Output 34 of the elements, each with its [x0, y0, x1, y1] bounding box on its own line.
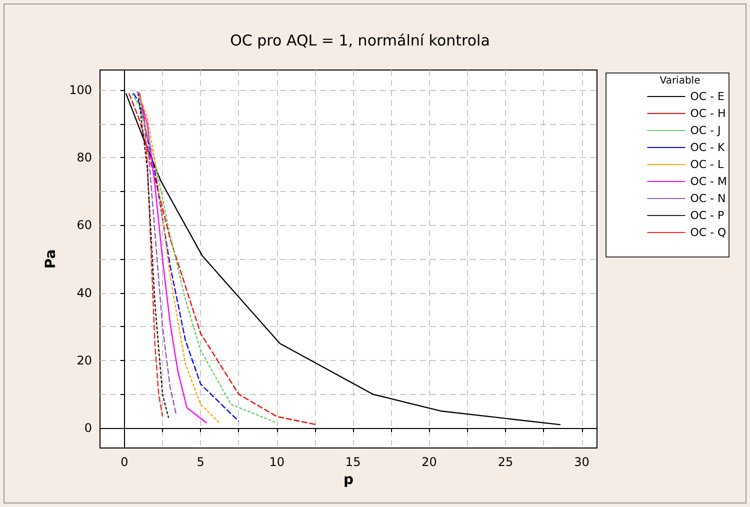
- line-series: [139, 96, 220, 423]
- line-series: [138, 92, 170, 419]
- y-tick-label: 100: [69, 82, 92, 97]
- legend-label: OC - P: [690, 209, 725, 222]
- y-tick-label: 40: [76, 286, 92, 300]
- y-tick-label: 80: [76, 150, 92, 165]
- line-series: [131, 92, 278, 424]
- legend-title: Variable: [660, 76, 700, 86]
- legend-label: OC - Q: [690, 226, 727, 239]
- x-tick-label: 5: [196, 455, 204, 469]
- x-tick-label: 0: [120, 455, 128, 469]
- line-series: [139, 92, 164, 418]
- legend-label: OC - E: [690, 90, 725, 103]
- legend-label: OC - N: [690, 192, 726, 205]
- legend-label: OC - H: [690, 107, 726, 120]
- line-series: [132, 92, 240, 422]
- x-tick-label: 30: [574, 455, 590, 469]
- x-tick-label: 25: [498, 455, 514, 469]
- legend-label: OC - K: [690, 141, 726, 154]
- legend-label: OC - L: [690, 158, 725, 171]
- x-tick-label: 20: [422, 455, 437, 469]
- legend-label: OC - M: [690, 175, 728, 188]
- y-axis-title: Pa: [43, 249, 60, 269]
- line-series: [128, 92, 318, 426]
- legend-label: OC - J: [690, 124, 721, 137]
- y-tick-label: 0: [84, 421, 92, 436]
- x-tick-label: 10: [269, 455, 284, 469]
- x-axis-title: p: [343, 472, 354, 488]
- line-series: [136, 91, 177, 416]
- y-tick-label: 20: [76, 353, 92, 368]
- chart-title: OC pro AQL = 1, normální kontrola: [230, 32, 490, 50]
- line-series: [139, 96, 208, 424]
- x-tick-label: 15: [345, 455, 361, 469]
- y-tick-label: 60: [76, 218, 92, 232]
